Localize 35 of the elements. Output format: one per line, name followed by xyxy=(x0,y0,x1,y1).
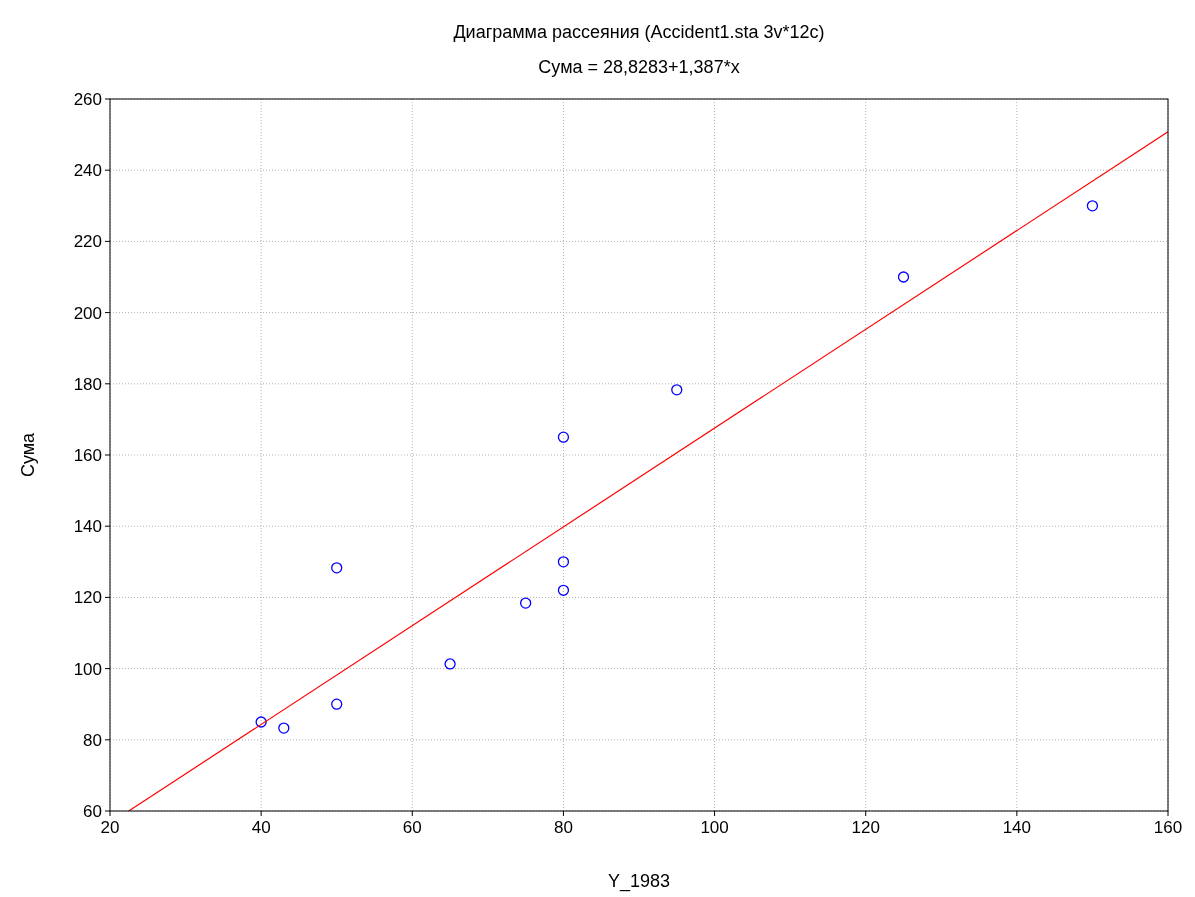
y-tick-label: 60 xyxy=(83,802,102,821)
point xyxy=(331,562,343,574)
point xyxy=(255,716,267,728)
point xyxy=(557,431,570,443)
x-axis-title: Y_1983 xyxy=(607,871,671,892)
y-tick-label: 220 xyxy=(73,232,102,252)
y-tick-label: 140 xyxy=(73,517,102,537)
x-tick-label: 80 xyxy=(553,818,573,837)
x-tick-label: 20 xyxy=(100,818,120,837)
x-tick-label: 140 xyxy=(1002,818,1032,837)
x-tick-label: 40 xyxy=(251,818,271,837)
y-tick-label: 80 xyxy=(83,730,102,750)
point xyxy=(444,658,456,670)
y-axis-title: Сума xyxy=(18,431,38,478)
point xyxy=(557,556,570,568)
point xyxy=(519,597,532,609)
chart-subtitle: Сума = 28,8283+1,387*x xyxy=(538,57,740,77)
point xyxy=(278,722,290,734)
y-tick-label: 160 xyxy=(73,446,102,465)
y-tick-label: 240 xyxy=(73,161,102,181)
x-tick-label: 60 xyxy=(402,818,422,837)
x-tick-label: 160 xyxy=(1153,818,1183,837)
chart-title: Диаграмма рассеяния (Accident1.sta 3v*12c) xyxy=(453,22,825,42)
y-tick-label: 200 xyxy=(73,303,102,323)
point xyxy=(557,584,570,596)
point xyxy=(897,271,910,283)
y-tick-label: 260 xyxy=(73,90,102,109)
y-tick-label: 180 xyxy=(73,374,102,394)
point xyxy=(331,698,343,710)
y-tick-label: 100 xyxy=(73,659,102,679)
point xyxy=(1086,200,1099,212)
x-tick-label: 120 xyxy=(851,818,880,837)
x-tick-label: 100 xyxy=(700,818,729,837)
point xyxy=(671,384,683,396)
y-tick-label: 120 xyxy=(73,588,102,608)
